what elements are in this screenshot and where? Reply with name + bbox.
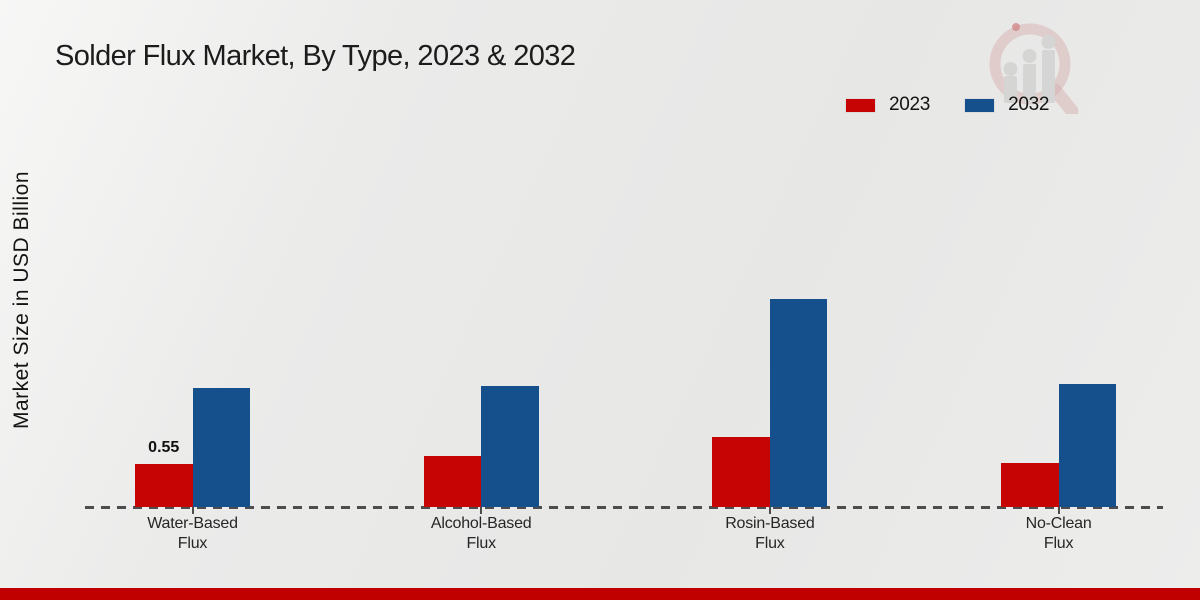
- bar-2023-water-based: [135, 464, 193, 507]
- legend-item-2023: 2023: [845, 94, 930, 116]
- x-axis-category-label: Water-Based Flux: [147, 515, 238, 552]
- legend-label-2023: 2023: [889, 94, 931, 115]
- x-axis-tick: [191, 507, 194, 514]
- bar-2023-rosin-based: [712, 437, 770, 507]
- legend: 2023 2032: [845, 94, 1049, 116]
- x-axis-category-label: Alcohol-Based Flux: [430, 515, 532, 552]
- data-label: 0.55: [148, 439, 180, 457]
- bar-2032-no-clean: [1058, 384, 1117, 507]
- bar-2023-alcohol-based: [423, 456, 482, 507]
- bar-2023-no-clean: [1001, 463, 1059, 507]
- legend-swatch-2032: [964, 97, 996, 113]
- bar-2032-rosin-based: [769, 299, 828, 507]
- chart-title: Solder Flux Market, By Type, 2023 & 2032: [55, 40, 576, 72]
- x-axis-tick: [1057, 507, 1060, 514]
- bar-2032-alcohol-based: [481, 386, 539, 507]
- legend-label-2032: 2032: [1008, 94, 1050, 115]
- x-axis-tick: [768, 507, 771, 514]
- x-axis-baseline: [85, 506, 1163, 509]
- x-axis-category-label: No-Clean Flux: [1025, 515, 1092, 552]
- legend-item-2032: 2032: [964, 94, 1049, 116]
- brand-logo-icon: [989, 23, 1079, 114]
- footer-accent-bar: [0, 588, 1200, 600]
- legend-swatch-2023: [845, 97, 876, 113]
- x-axis-tick: [480, 507, 483, 514]
- x-axis-category-label: Rosin-Based Flux: [725, 515, 815, 552]
- bar-2032-water-based: [192, 388, 250, 507]
